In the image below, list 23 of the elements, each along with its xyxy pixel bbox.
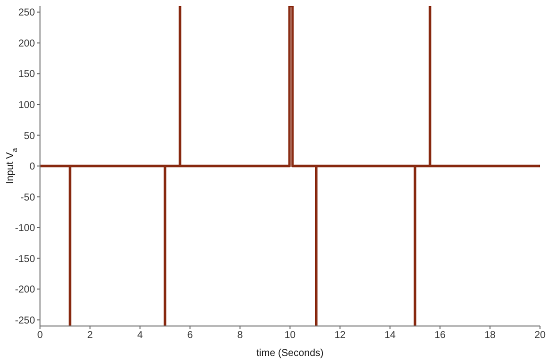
y-tick-label: -50 bbox=[20, 192, 36, 204]
x-tick-label: 12 bbox=[334, 330, 346, 342]
x-tick-label: 6 bbox=[187, 330, 194, 342]
x-tick-label: 0 bbox=[37, 330, 44, 342]
x-tick-label: 10 bbox=[284, 330, 296, 342]
x-tick-label: 2 bbox=[87, 330, 94, 342]
y-tick-label: -200 bbox=[14, 284, 36, 296]
y-tick-label: 0 bbox=[29, 162, 36, 173]
y-tick-label: -150 bbox=[14, 254, 36, 265]
y-tick-label: 150 bbox=[18, 69, 36, 80]
x-tick-label: 16 bbox=[434, 330, 446, 342]
y-tick-label: -250 bbox=[14, 315, 36, 326]
x-tick-label: 20 bbox=[534, 330, 546, 342]
x-tick-label: 8 bbox=[237, 330, 244, 342]
y-tick-label: 50 bbox=[24, 130, 36, 142]
x-axis-title: time (Seconds) bbox=[256, 348, 324, 359]
y-tick-label: 250 bbox=[18, 8, 36, 19]
y-tick-label: 100 bbox=[18, 100, 36, 112]
x-tick-label: 18 bbox=[484, 330, 496, 342]
y-tick-label: -100 bbox=[14, 223, 36, 234]
x-tick-label: 14 bbox=[384, 330, 396, 342]
y-tick-label: 200 bbox=[18, 38, 36, 50]
x-tick-label: 4 bbox=[137, 330, 144, 342]
